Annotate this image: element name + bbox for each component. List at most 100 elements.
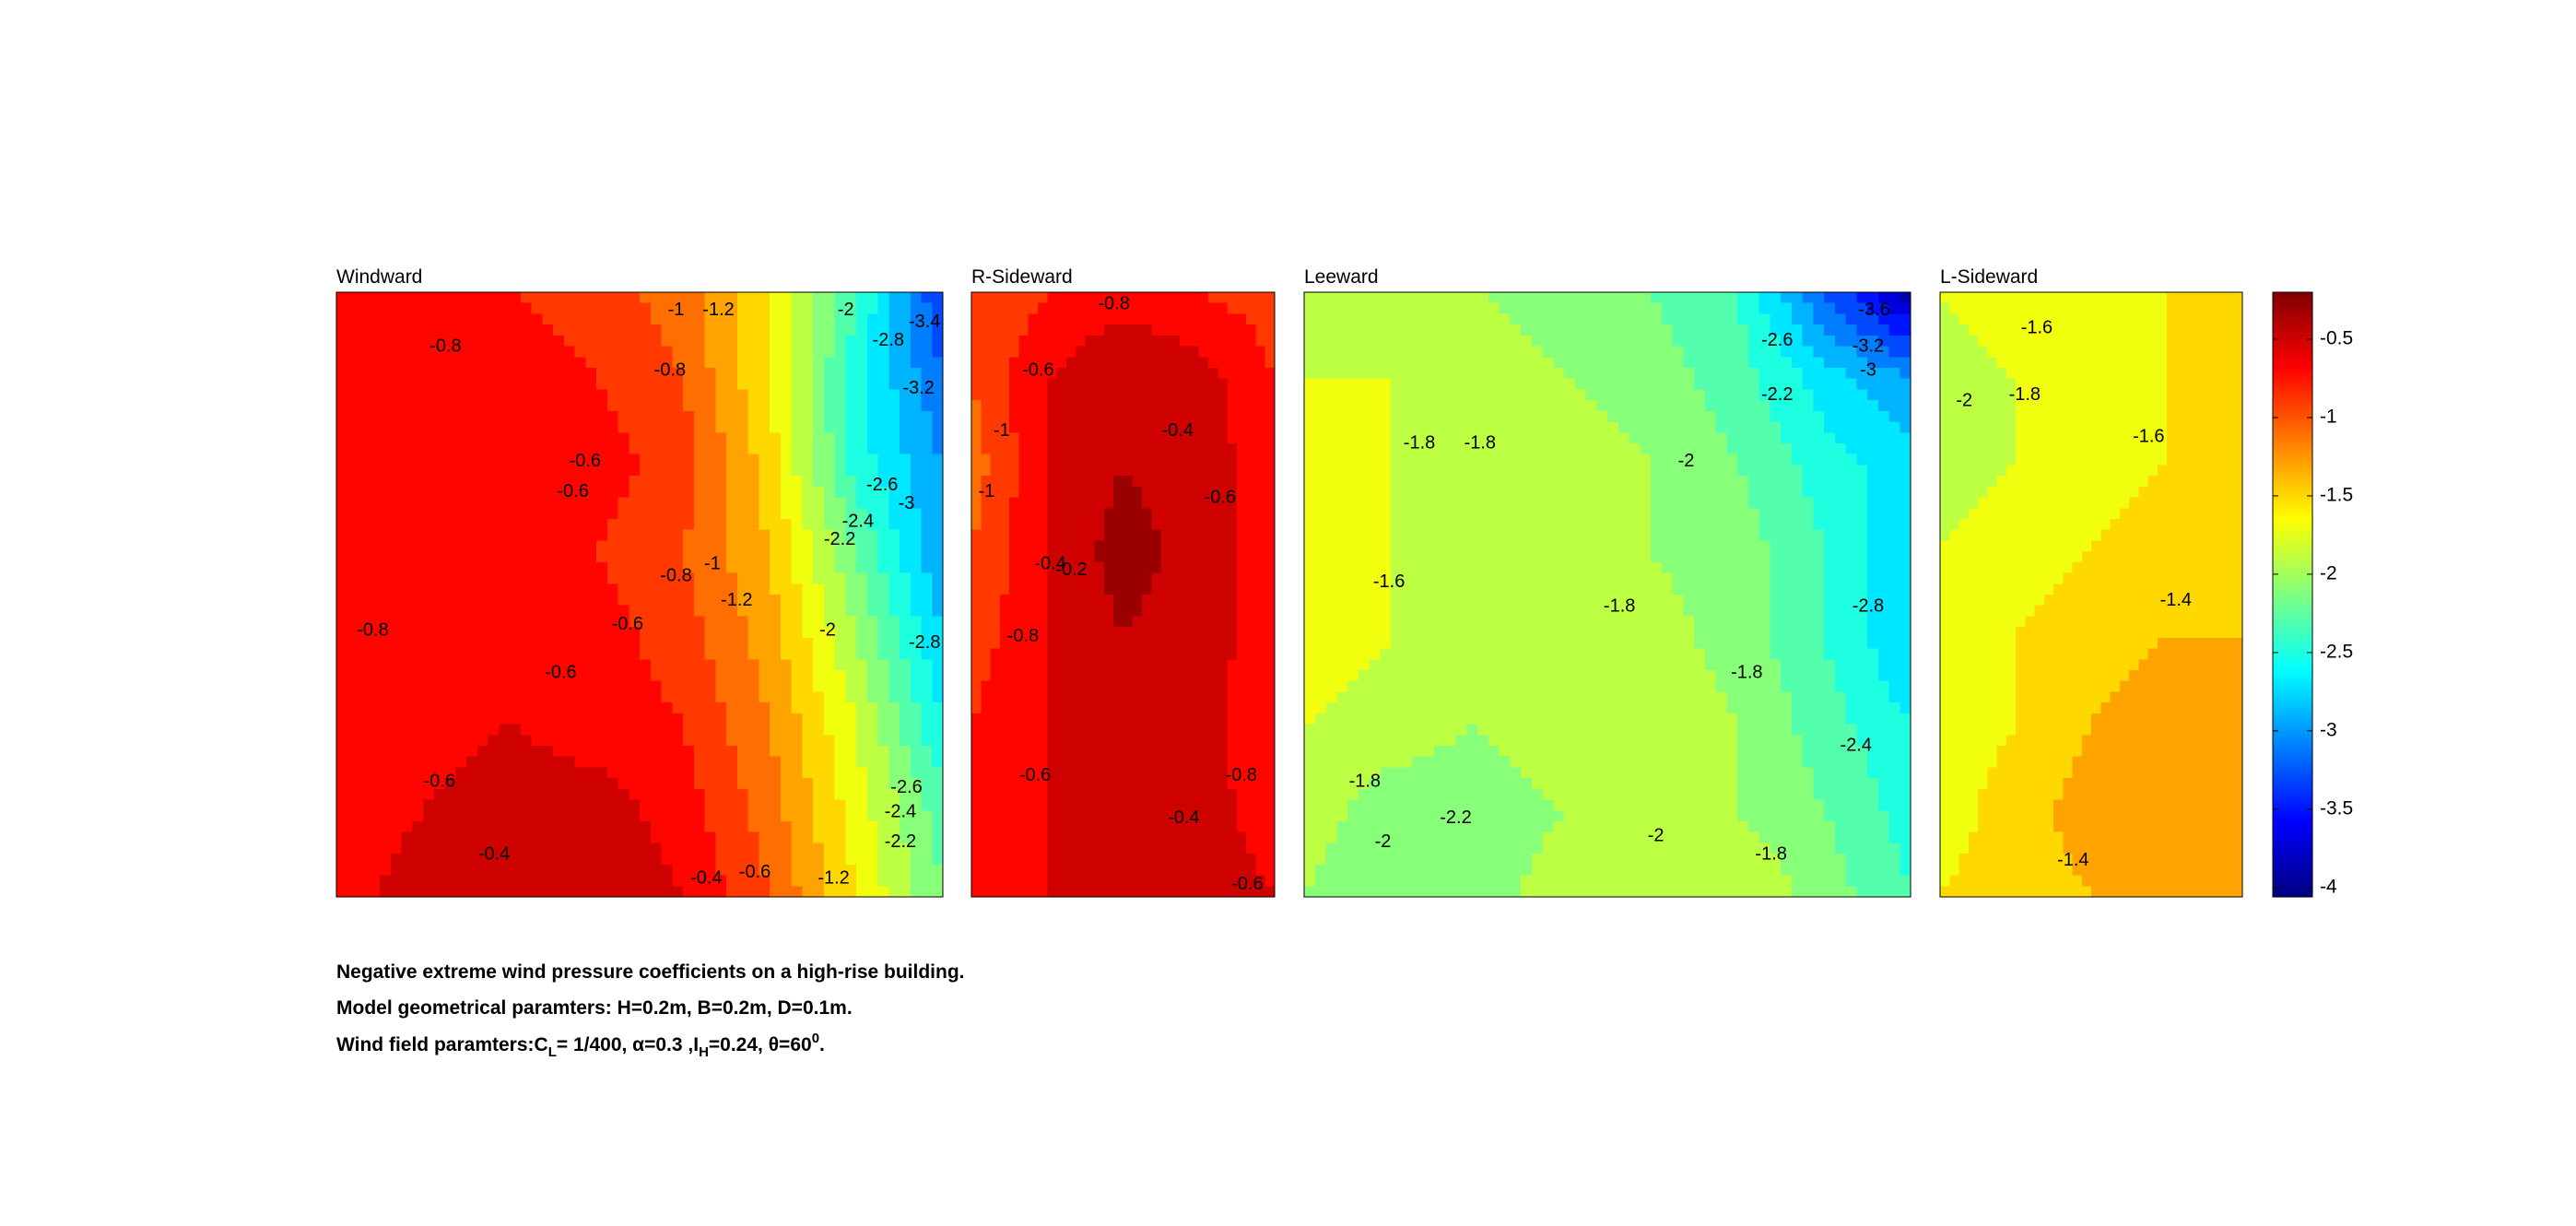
contour-cell xyxy=(704,637,716,650)
contour-cell xyxy=(1009,831,1020,844)
contour-cell xyxy=(1132,843,1143,855)
contour-cell xyxy=(726,302,738,315)
contour-cell xyxy=(488,735,500,747)
contour-cell xyxy=(1047,788,1058,801)
contour-cell xyxy=(1217,519,1229,531)
contour-cell xyxy=(1065,465,1076,477)
contour-cell xyxy=(358,346,370,358)
contour-cell xyxy=(845,680,857,693)
contour-cell xyxy=(1180,400,1191,412)
contour-cell xyxy=(1160,680,1171,693)
contour-cell xyxy=(726,810,738,822)
contour-cell xyxy=(596,627,608,639)
contour-cell xyxy=(780,400,793,412)
contour-cell xyxy=(1264,346,1276,358)
contour-cell xyxy=(618,843,629,855)
contour-cell xyxy=(563,659,576,671)
contour-cell xyxy=(888,831,900,844)
contour-cell xyxy=(1047,756,1058,769)
contour-cell xyxy=(802,605,814,618)
contour-cell xyxy=(596,605,608,618)
contour-cell xyxy=(542,357,554,369)
contour-cell xyxy=(921,799,933,811)
contour-cell xyxy=(900,572,912,584)
contour-cell xyxy=(704,680,716,693)
contour-cell xyxy=(704,584,716,595)
contour-cell xyxy=(1123,443,1134,455)
contour-cell xyxy=(1103,368,1114,380)
contour-cell xyxy=(1018,767,1029,779)
contour-cell xyxy=(1236,551,1247,563)
contour-cell xyxy=(1227,508,1238,520)
contour-cell xyxy=(650,561,663,574)
contour-cell xyxy=(845,616,857,628)
contour-cell xyxy=(921,302,933,315)
contour-cell xyxy=(1103,302,1114,315)
contour-cell xyxy=(856,735,868,747)
contour-cell xyxy=(1065,368,1076,380)
contour-cell xyxy=(618,292,629,304)
contour-cell xyxy=(553,875,565,887)
contour-cell xyxy=(1208,324,1218,336)
contour-cell xyxy=(1160,843,1171,855)
contour-cell xyxy=(1170,810,1181,822)
contour-cell xyxy=(813,713,825,725)
contour-cell xyxy=(834,799,846,811)
contour-cell xyxy=(520,746,533,758)
contour-cell xyxy=(380,843,392,855)
contour-cell xyxy=(380,746,392,758)
contour-cell xyxy=(1198,561,1209,574)
contour-cell xyxy=(488,378,500,391)
contour-cell xyxy=(661,756,673,769)
contour-cell xyxy=(866,821,879,833)
contour-cell xyxy=(488,788,500,801)
contour-cell xyxy=(813,875,825,887)
contour-cell xyxy=(715,400,727,412)
contour-cell xyxy=(693,561,706,574)
contour-cell xyxy=(606,735,619,747)
contour-cell xyxy=(444,691,456,703)
contour-cell xyxy=(531,486,543,499)
contour-cell xyxy=(971,854,982,866)
contour-cell xyxy=(390,595,403,607)
contour-cell xyxy=(358,821,370,833)
contour-cell xyxy=(802,465,814,477)
contour-cell xyxy=(1189,648,1200,660)
contour-cell xyxy=(1246,756,1257,769)
contour-cell xyxy=(640,432,652,444)
contour-cell xyxy=(380,335,392,348)
contour-cell xyxy=(759,389,770,401)
contour-cell xyxy=(877,346,889,358)
contour-cell xyxy=(488,854,500,866)
contour-cell xyxy=(990,389,1001,401)
contour-cell xyxy=(845,421,857,433)
contour-cell xyxy=(888,572,900,584)
contour-cell xyxy=(1132,465,1143,477)
contour-cell xyxy=(888,702,900,714)
contour-cell xyxy=(1113,410,1124,423)
contour-cell xyxy=(1255,497,1266,509)
contour-cell xyxy=(574,476,586,488)
contour-cell xyxy=(606,778,619,790)
contour-cell xyxy=(704,368,716,380)
contour-cell xyxy=(650,670,663,682)
contour-cell xyxy=(1009,389,1020,401)
contour-cell xyxy=(1132,756,1143,769)
contour-cell xyxy=(1132,854,1143,866)
contour-cell xyxy=(1028,400,1039,412)
contour-cell xyxy=(693,831,706,844)
contour-cell xyxy=(726,497,738,509)
contour-cell xyxy=(999,616,1010,628)
contour-cell xyxy=(1094,788,1105,801)
contour-cell xyxy=(1065,572,1076,584)
contour-cell xyxy=(444,605,456,618)
contour-cell xyxy=(866,454,879,466)
contour-cell xyxy=(726,465,738,477)
contour-cell xyxy=(813,324,825,336)
contour-cell xyxy=(1113,378,1124,391)
contour-cell xyxy=(981,497,992,509)
contour-cell xyxy=(990,886,1001,898)
contour-cell xyxy=(1009,313,1020,325)
contour-cell xyxy=(813,572,825,584)
contour-cell xyxy=(747,400,759,412)
